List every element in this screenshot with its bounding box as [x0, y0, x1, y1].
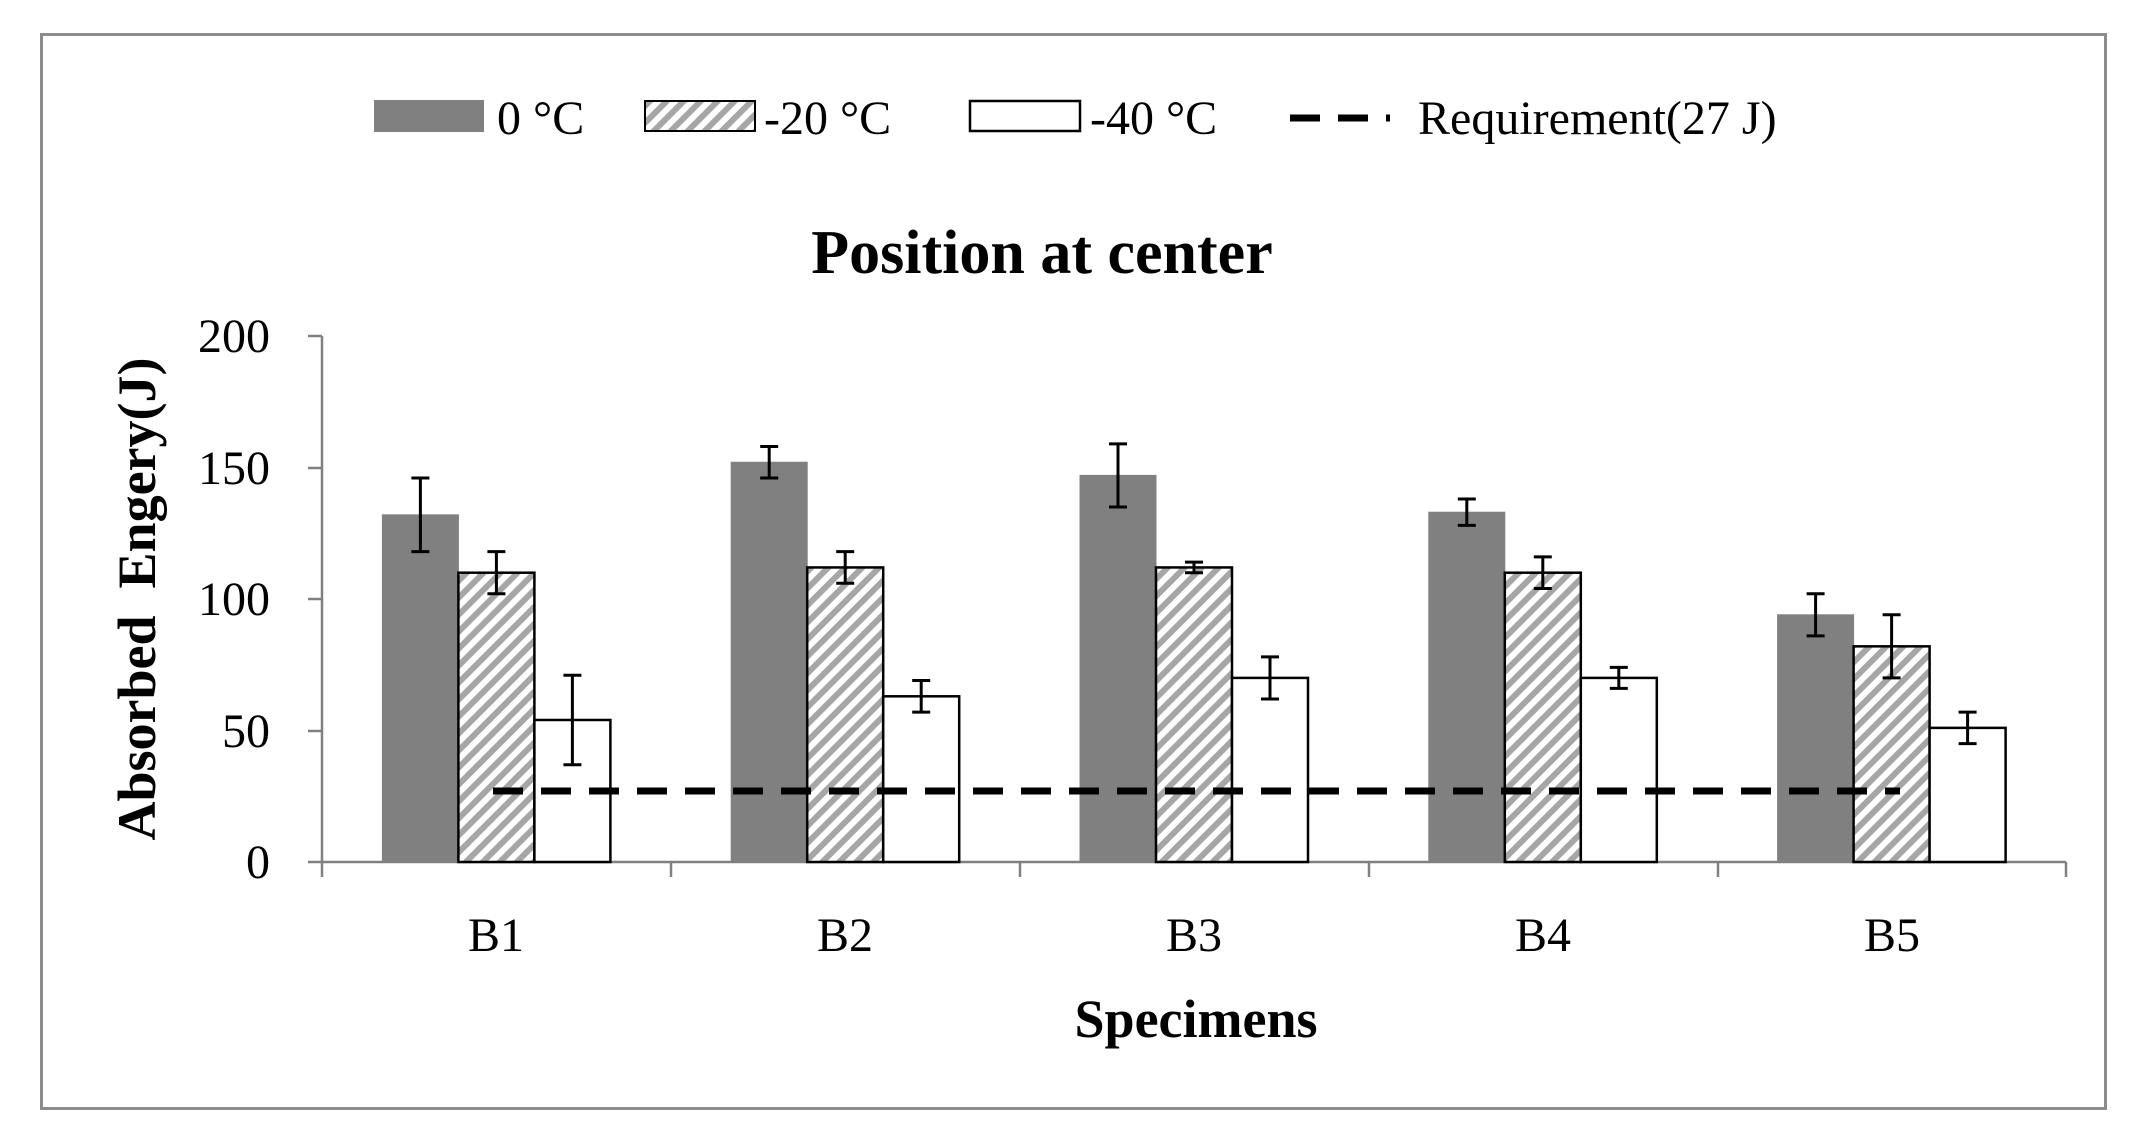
x-tick-label-b1: B1: [468, 909, 524, 962]
legend-label-0c: 0 °C: [497, 92, 584, 145]
y-tick-label-50: 50: [222, 705, 270, 758]
y-tick-label-100: 100: [198, 573, 270, 626]
bar-b3-minus40c: [1230, 676, 1310, 864]
y-tick-label-200: 200: [198, 310, 270, 363]
y-tick-label-150: 150: [198, 442, 270, 495]
error-bar-b3-minus20c: [1185, 560, 1203, 575]
bar-b3-minus20c: [1154, 566, 1234, 864]
bar-b3-0c: [1079, 474, 1157, 863]
legend-label-minus40c: -40 °C: [1090, 92, 1217, 145]
chart-title: Position at center: [811, 219, 1272, 287]
bar-b5-0c: [1777, 614, 1855, 863]
bar-b5-minus40c: [1928, 726, 2007, 864]
legend-swatch-0c: [374, 100, 484, 132]
x-tick-label-b3: B3: [1166, 909, 1222, 962]
bar-b4-minus40c: [1579, 676, 1659, 864]
error-bar-b5-0c: [1806, 592, 1825, 638]
bar-b2-minus40c: [881, 695, 961, 864]
legend-swatch-minus20c: [644, 100, 756, 132]
error-bar-b2-minus20c: [836, 550, 855, 585]
error-bar-b4-minus40c: [1609, 665, 1628, 690]
bar-b4-0c: [1428, 511, 1506, 863]
y-tick-label-0: 0: [246, 836, 270, 889]
bar-b1-minus20c: [457, 571, 536, 864]
bar-b1-0c: [381, 514, 459, 863]
error-bar-b3-minus40c: [1261, 655, 1279, 701]
y-axis-label: Absorbed Engery(J): [107, 358, 167, 841]
error-bar-b4-0c: [1457, 497, 1476, 527]
legend-label-minus20c: -20 °C: [764, 92, 891, 145]
legend: 0 °C -20 °C -40 °C Requirement(27 J): [374, 92, 1777, 145]
bars-layer: [381, 461, 2007, 864]
x-axis-label: Specimens: [1075, 989, 1318, 1049]
x-ticks: B1 B2 B3 B4 B5: [320, 862, 2068, 962]
x-tick-label-b5: B5: [1864, 909, 1920, 962]
error-bars-layer: [411, 442, 1977, 767]
error-bar-b5-minus20c: [1882, 613, 1901, 680]
legend-label-requirement: Requirement(27 J): [1418, 92, 1777, 145]
error-bar-b1-0c: [411, 476, 430, 554]
error-bar-b4-minus20c: [1533, 555, 1552, 590]
error-bar-b1-minus20c: [487, 550, 506, 596]
legend-swatch-minus40c: [968, 99, 1082, 133]
error-bar-b2-minus40c: [912, 679, 931, 714]
error-bar-b1-minus40c: [563, 673, 582, 767]
bar-b2-0c: [730, 461, 808, 863]
error-bar-b5-minus40c: [1958, 710, 1977, 746]
error-bar-b3-0c: [1109, 442, 1127, 509]
bar-b2-minus20c: [805, 566, 885, 864]
error-bar-b2-0c: [760, 444, 779, 480]
y-ticks: 0 50 100 150 200: [198, 310, 322, 889]
x-tick-label-b4: B4: [1515, 909, 1571, 962]
x-tick-label-b2: B2: [817, 909, 873, 962]
bar-b4-minus20c: [1503, 571, 1583, 864]
